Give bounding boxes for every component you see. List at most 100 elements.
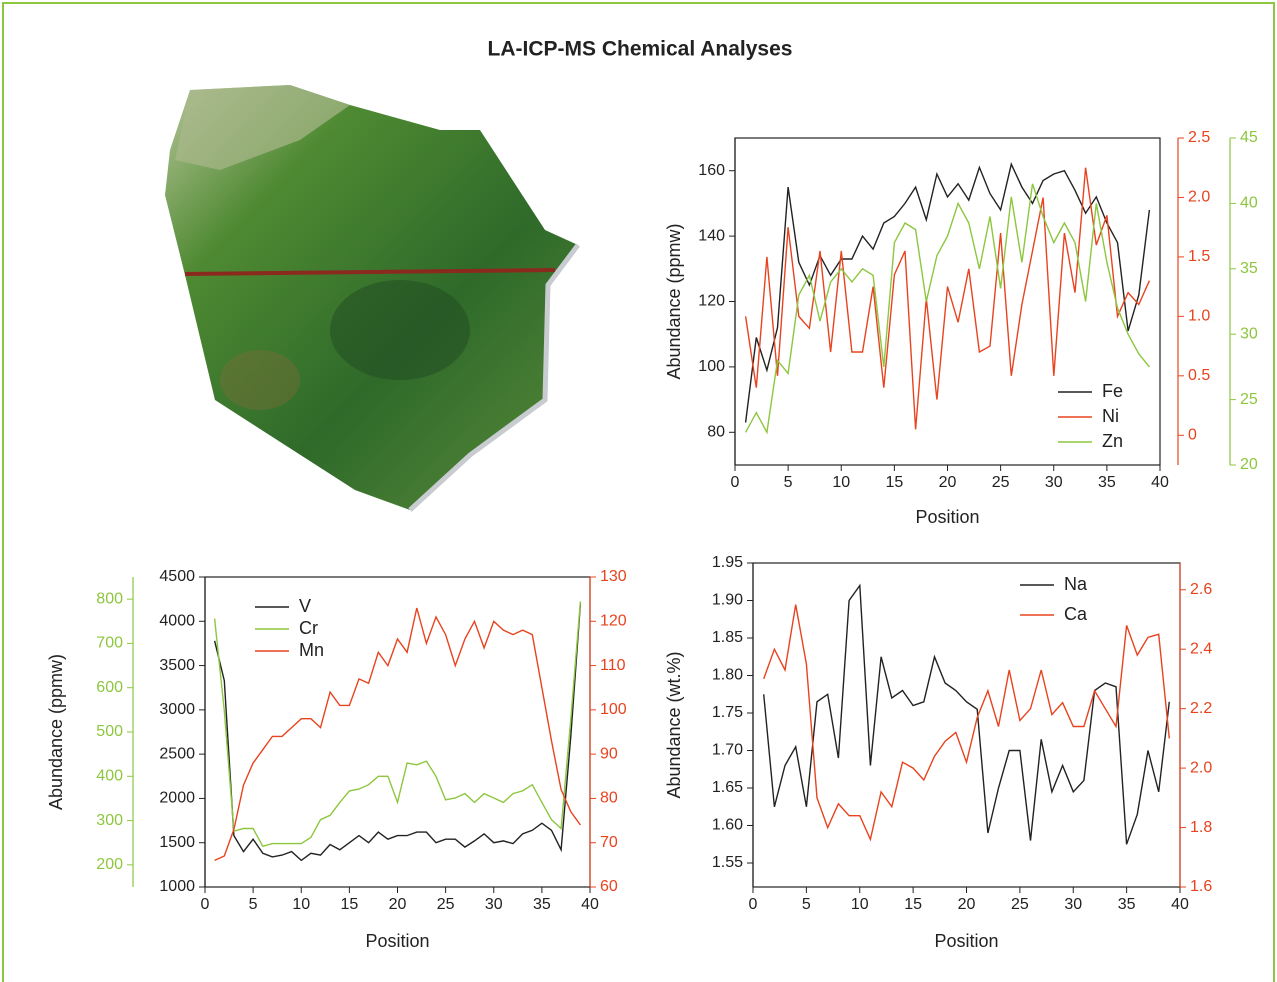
y-tick-label: 110: [600, 657, 626, 674]
chart: 0 5 10 15 20 25 30 35 40 Position 80 100 120 140 160 0 0…: [664, 129, 1258, 527]
y-tick-label: 1.0: [1188, 308, 1210, 325]
y-tick-label: 100: [698, 358, 725, 375]
y-tick-label: 4000: [159, 613, 195, 630]
y-tick-label: 200: [96, 856, 123, 873]
legend-label: Ca: [1064, 604, 1088, 624]
x-axis-label: Position: [365, 931, 429, 951]
y-tick-label: 120: [600, 613, 627, 630]
series-line: [763, 583, 1170, 845]
y-tick-label: 700: [96, 635, 123, 652]
series-line: [213, 603, 582, 862]
y-tick-label: 2.6: [1190, 581, 1212, 598]
y-tick-label: 3500: [159, 657, 195, 674]
x-tick-label: 15: [885, 474, 903, 491]
legend-label: Fe: [1102, 381, 1123, 401]
x-axis-label: Position: [915, 507, 979, 527]
legend-label: Ni: [1102, 406, 1119, 426]
y-tick-label: 40: [1240, 195, 1258, 212]
x-tick-label: 20: [939, 474, 957, 491]
x-tick-label: 30: [1064, 896, 1082, 913]
x-tick-label: 30: [1045, 474, 1063, 491]
y-tick-label: 25: [1240, 391, 1258, 408]
y-tick-label: 35: [1240, 260, 1258, 277]
figure-title: LA-ICP-MS Chemical Analyses: [488, 38, 793, 61]
x-tick-label: 0: [201, 896, 210, 913]
y-tick-label: 0: [1188, 426, 1197, 443]
x-tick-label: 5: [249, 896, 258, 913]
series-line: [744, 167, 1151, 430]
y-tick-label: 300: [96, 812, 123, 829]
y-tick-label: 0.5: [1188, 367, 1210, 384]
y-tick-label: 2.5: [1188, 129, 1210, 146]
y-axis-label: Abundance (ppmw): [46, 654, 66, 810]
y-tick-label: 90: [600, 745, 618, 762]
series-line: [214, 607, 581, 862]
x-tick-label: 35: [1098, 474, 1116, 491]
y-tick-label: 4500: [159, 568, 195, 585]
y-tick-label: 2.2: [1190, 700, 1212, 717]
y-tick-label: 1.65: [712, 779, 743, 796]
y-tick-label: 1.8: [1190, 819, 1212, 836]
x-tick-label: 20: [389, 896, 407, 913]
y-tick-label: 70: [600, 834, 618, 851]
y-tick-label: 30: [1240, 325, 1258, 342]
legend-label: Cr: [299, 618, 318, 638]
x-tick-label: 10: [851, 896, 869, 913]
y-tick-label: 100: [600, 701, 627, 718]
y-tick-label: 80: [600, 790, 618, 807]
y-tick-label: 1.95: [712, 554, 743, 571]
x-tick-label: 20: [958, 896, 976, 913]
y-tick-label: 1.85: [712, 629, 743, 646]
y-tick-label: 500: [96, 723, 123, 740]
x-tick-label: 25: [992, 474, 1010, 491]
x-tick-label: 10: [832, 474, 850, 491]
y-tick-label: 400: [96, 768, 123, 785]
series-line: [763, 604, 1170, 842]
y-tick-label: 2000: [159, 790, 195, 807]
x-tick-label: 40: [1151, 474, 1169, 491]
y-tick-label: 1.5: [1188, 248, 1210, 265]
chart: 0 5 10 15 20 25 30 35 40 Position 1000 1500 2000 2500…: [46, 568, 627, 951]
y-tick-label: 1.75: [712, 704, 743, 721]
y-tick-label: 130: [600, 568, 627, 585]
sample-photo: [165, 85, 580, 512]
y-tick-label: 120: [698, 293, 725, 310]
y-tick-label: 2.4: [1190, 640, 1212, 657]
y-tick-label: 600: [96, 679, 123, 696]
y-tick-label: 1000: [159, 878, 195, 895]
y-tick-label: 800: [96, 590, 123, 607]
series-line: [213, 601, 582, 848]
x-tick-label: 5: [802, 896, 811, 913]
legend-label: Na: [1064, 574, 1088, 594]
y-tick-label: 1.70: [712, 742, 743, 759]
y-tick-label: 60: [600, 878, 618, 895]
y-tick-label: 2500: [159, 745, 195, 762]
y-tick-label: 1.80: [712, 667, 743, 684]
y-tick-label: 1.6: [1190, 878, 1212, 895]
x-tick-label: 30: [485, 896, 503, 913]
x-tick-label: 15: [904, 896, 922, 913]
plot-frame: [204, 576, 591, 888]
x-axis-label: Position: [934, 931, 998, 951]
y-tick-label: 1.90: [712, 592, 743, 609]
y-tick-label: 1.55: [712, 854, 743, 871]
y-tick-label: 3000: [159, 701, 195, 718]
y-tick-label: 1.60: [712, 817, 743, 834]
chart: 0 5 10 15 20 25 30 35 40 Position 1.55 1.60 1.65 1.70…: [664, 554, 1213, 951]
legend-label: Zn: [1102, 431, 1123, 451]
x-tick-label: 0: [731, 474, 740, 491]
legend-label: Mn: [299, 640, 324, 660]
x-tick-label: 35: [533, 896, 551, 913]
y-axis-label: Abundance (wt.%): [664, 651, 684, 798]
y-tick-label: 1500: [159, 834, 195, 851]
series-line: [744, 183, 1150, 435]
y-tick-label: 2.0: [1190, 759, 1212, 776]
y-tick-label: 20: [1240, 456, 1258, 473]
x-tick-label: 10: [292, 896, 310, 913]
plot-frame: [734, 137, 1161, 466]
y-axis-label: Abundance (ppmw): [664, 223, 684, 379]
x-tick-label: 25: [1011, 896, 1029, 913]
y-tick-label: 45: [1240, 129, 1258, 146]
